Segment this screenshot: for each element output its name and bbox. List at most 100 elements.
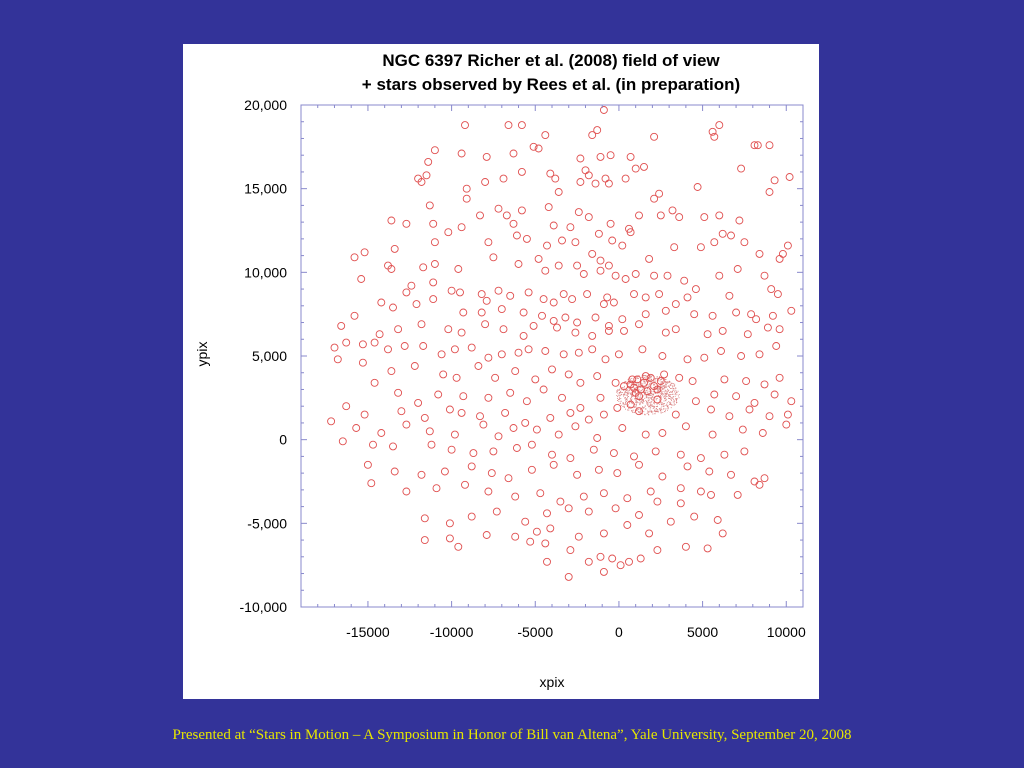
data-point [658, 352, 667, 360]
field-star [666, 403, 668, 405]
data-point [651, 447, 660, 456]
field-star [634, 406, 635, 408]
field-star [643, 400, 645, 402]
field-star [628, 383, 630, 385]
field-star [663, 408, 665, 410]
field-star [666, 398, 668, 400]
data-point [655, 290, 664, 299]
data-point [559, 350, 568, 359]
field-star [621, 394, 623, 396]
field-star [641, 399, 643, 401]
data-point [367, 479, 376, 488]
field-star [671, 388, 673, 389]
field-star [651, 376, 652, 378]
field-star [623, 406, 625, 408]
field-star [654, 403, 655, 405]
data-point [767, 285, 776, 294]
field-star [622, 405, 624, 407]
field-star [662, 396, 664, 398]
field-star [638, 396, 640, 398]
data-point [387, 367, 396, 376]
data-point [608, 236, 617, 245]
field-star [664, 397, 666, 399]
data-point [549, 221, 558, 230]
field-star [648, 384, 650, 386]
field-star [652, 394, 654, 396]
field-star [635, 398, 636, 400]
field-star [654, 392, 656, 394]
data-point [663, 271, 672, 280]
data-point [737, 352, 746, 360]
field-star [627, 383, 629, 385]
data-point [429, 278, 438, 287]
data-point [402, 420, 411, 429]
data-point [747, 310, 756, 319]
data-point [462, 194, 471, 203]
data-point [635, 407, 643, 416]
field-star [647, 380, 649, 382]
field-star [661, 398, 663, 400]
field-star [667, 382, 668, 384]
data-point [501, 408, 510, 417]
field-star [646, 395, 648, 397]
field-star [670, 385, 672, 386]
data-point [571, 238, 580, 247]
field-star [647, 399, 649, 401]
field-star [640, 399, 642, 401]
field-star [632, 387, 634, 388]
data-point [454, 265, 463, 273]
data-point [377, 429, 386, 437]
data-point [579, 270, 588, 278]
data-point [671, 410, 680, 419]
field-star [635, 387, 637, 389]
data-point [370, 378, 379, 387]
field-star [643, 381, 645, 383]
data-point [591, 313, 600, 322]
data-point [394, 388, 403, 397]
field-star [658, 397, 660, 399]
field-star [617, 400, 618, 401]
field-star [625, 408, 626, 410]
data-point [430, 146, 439, 155]
data-point [440, 467, 449, 476]
field-star [651, 392, 653, 394]
field-star [628, 381, 630, 383]
field-star [644, 408, 646, 410]
field-star [667, 407, 669, 409]
field-stars-layer [616, 374, 680, 416]
data-point [621, 275, 630, 283]
field-star [659, 408, 661, 409]
field-star [647, 392, 649, 394]
field-star [625, 381, 627, 382]
field-star [654, 387, 656, 389]
field-star [657, 377, 658, 379]
data-point [489, 447, 498, 456]
field-star [645, 375, 647, 377]
data-point [564, 504, 573, 513]
field-star [664, 411, 665, 412]
field-star [624, 399, 626, 401]
field-star [650, 410, 652, 412]
field-star [635, 398, 636, 399]
data-point [638, 345, 647, 354]
field-star [624, 394, 626, 396]
field-star [663, 393, 664, 395]
field-star [654, 406, 655, 408]
field-star [621, 389, 623, 391]
field-star [673, 399, 675, 401]
data-point [613, 403, 622, 412]
field-star [664, 393, 666, 395]
field-star [676, 391, 677, 393]
chart-panel: NGC 6397 Richer et al. (2008) field of v… [183, 44, 819, 699]
field-star [635, 400, 637, 401]
data-point [422, 171, 431, 180]
field-star [637, 387, 639, 389]
data-point [755, 480, 764, 489]
data-point [631, 270, 640, 278]
field-star [635, 401, 637, 403]
field-star [662, 406, 664, 407]
field-star [650, 382, 652, 384]
data-point [733, 490, 742, 499]
data-point [609, 449, 618, 458]
field-star [648, 406, 649, 408]
